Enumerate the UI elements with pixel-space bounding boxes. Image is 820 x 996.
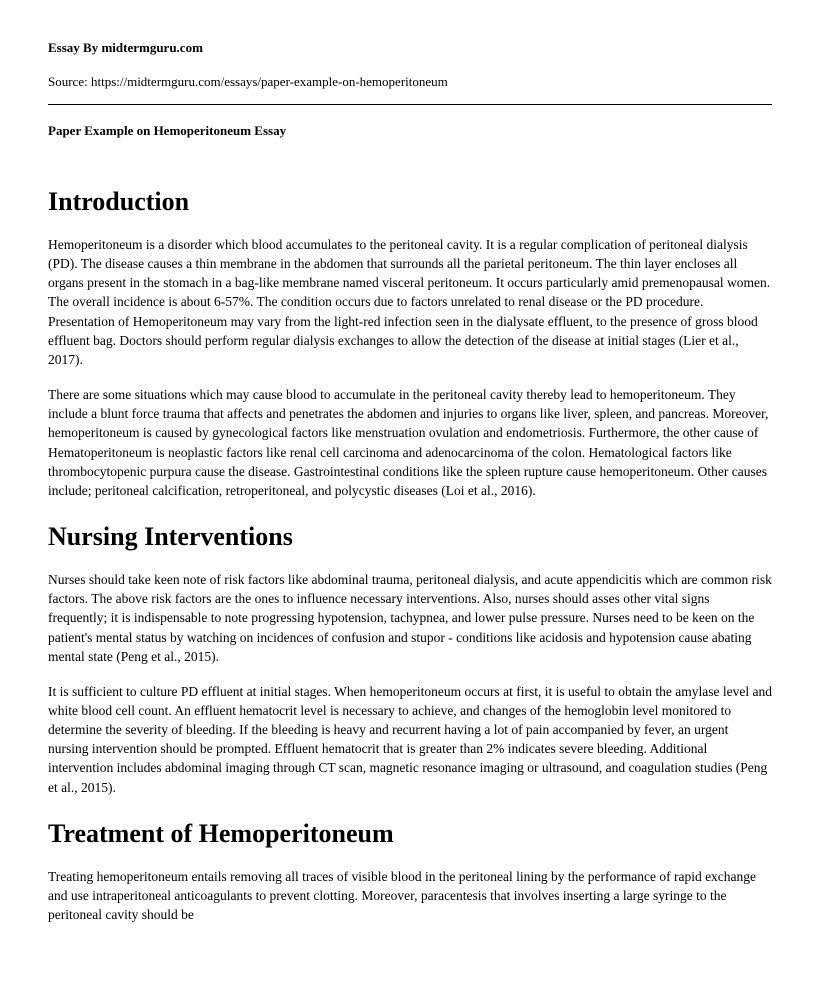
source-line: Source: https://midtermguru.com/essays/p… [48,74,772,90]
essay-title: Paper Example on Hemoperitoneum Essay [48,123,772,139]
section-heading-treatment: Treatment of Hemoperitoneum [48,819,772,849]
body-paragraph: There are some situations which may caus… [48,385,772,500]
section-heading-introduction: Introduction [48,187,772,217]
body-paragraph: Treating hemoperitoneum entails removing… [48,867,772,924]
section-heading-nursing-interventions: Nursing Interventions [48,522,772,552]
header-divider [48,104,772,105]
source-url[interactable]: https://midtermguru.com/essays/paper-exa… [91,74,448,89]
brand-label: Essay By midtermguru.com [48,40,772,56]
body-paragraph: It is sufficient to culture PD effluent … [48,682,772,797]
body-paragraph: Nurses should take keen note of risk fac… [48,570,772,666]
body-paragraph: Hemoperitoneum is a disorder which blood… [48,235,772,369]
source-prefix: Source: [48,74,91,89]
